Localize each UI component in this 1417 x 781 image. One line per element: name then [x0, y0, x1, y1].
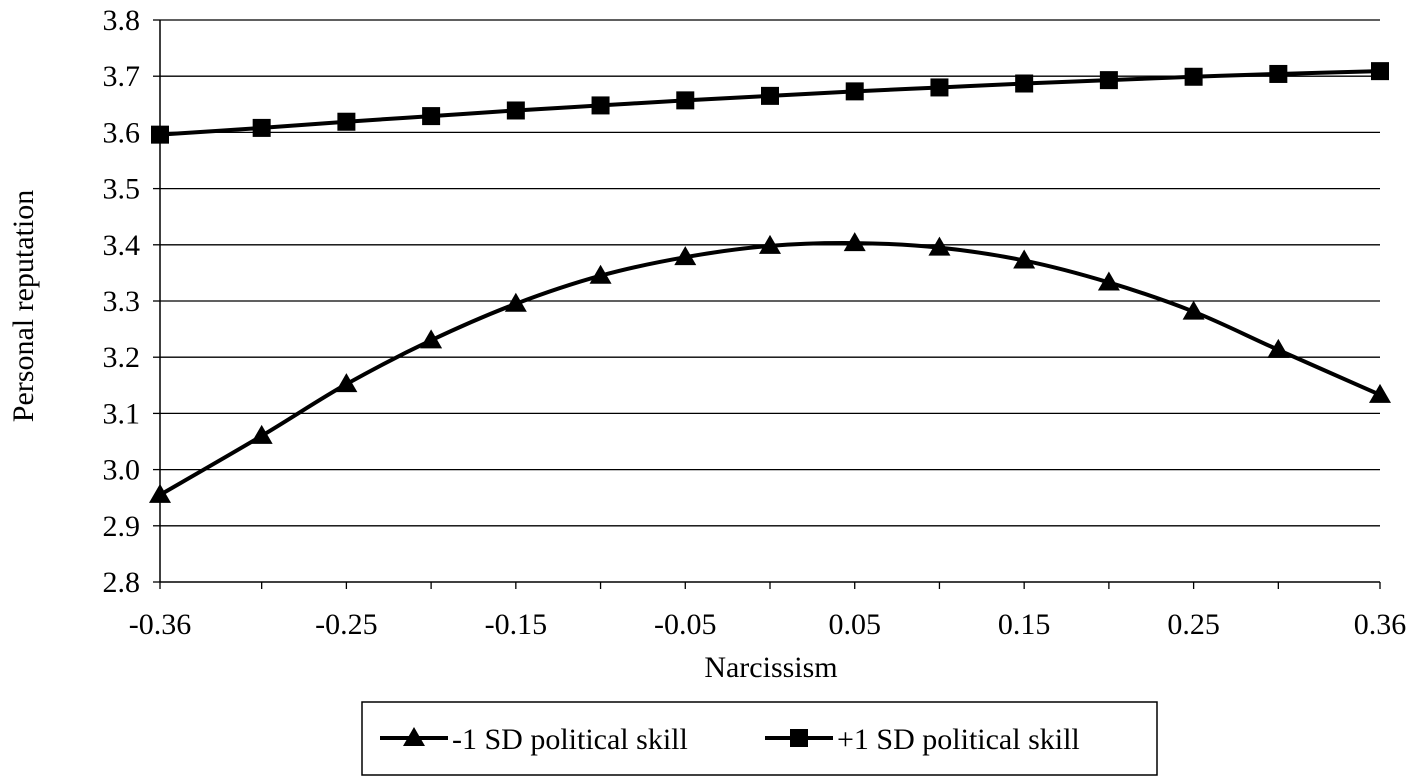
legend-label-lower: -1 SD political skill [452, 723, 688, 756]
triangle-data-point [250, 424, 273, 444]
x-tick-label: 0.15 [998, 608, 1051, 641]
x-tick-label: -0.25 [315, 608, 378, 641]
y-tick-label: 2.9 [103, 510, 141, 543]
triangle-data-point [1013, 249, 1036, 269]
y-tick-labels: 2.8 2.9 3.0 3.1 3.2 3.3 3.4 3.5 3.6 3.7 3.8 [103, 4, 141, 599]
legend-label-upper: +1 SD political skill [837, 723, 1080, 756]
y-tick-label: 2.8 [103, 566, 141, 599]
series-group [149, 62, 1391, 503]
legend-triangle-marker [403, 727, 425, 746]
square-data-point [1269, 64, 1288, 83]
legend: -1 SD political skill +1 SD political sk… [361, 701, 1158, 776]
x-tick-labels: -0.36 -0.25 -0.15 -0.05 0.05 0.15 0.25 0.36 [129, 608, 1407, 641]
square-data-point [1015, 74, 1034, 93]
y-tick-label: 3.6 [103, 116, 141, 149]
square-data-point [591, 96, 610, 115]
series-line-lower [158, 241, 1381, 497]
triangle-data-point [1267, 338, 1290, 358]
square-data-point [337, 112, 356, 131]
square-data-point [252, 118, 271, 137]
square-data-point [845, 82, 864, 101]
x-tick-label: 0.05 [828, 608, 881, 641]
y-tick-label: 3.8 [103, 4, 141, 37]
y-axis-label: Personal reputation [7, 190, 40, 422]
square-data-point [761, 86, 779, 105]
y-tick-label: 3.3 [103, 285, 141, 318]
axes [153, 19, 1381, 589]
triangle-data-point [1182, 300, 1205, 320]
y-tick-label: 3.2 [103, 341, 141, 374]
x-tick-label: -0.05 [654, 608, 717, 641]
x-tick-label: 0.36 [1354, 608, 1407, 641]
y-tick-label: 3.0 [103, 454, 141, 487]
triangle-data-point [589, 264, 612, 284]
y-tick-label: 3.1 [103, 397, 141, 430]
triangle-data-point [420, 329, 443, 349]
triangle-data-point [1369, 383, 1391, 403]
triangle-data-point [928, 236, 951, 256]
y-tick-label: 3.5 [103, 173, 141, 206]
x-tick-label: -0.36 [129, 608, 192, 641]
square-data-point [1184, 67, 1203, 86]
legend-square-marker [790, 729, 808, 747]
triangle-data-point [674, 246, 697, 266]
square-data-point [1099, 71, 1118, 90]
triangle-data-point [335, 373, 358, 393]
x-axis-label: Narcissism [704, 651, 837, 684]
triangle-data-point [1097, 271, 1120, 291]
y-tick-label: 3.7 [103, 60, 141, 93]
triangle-data-point [504, 292, 527, 312]
legend-box [361, 701, 1158, 776]
x-tick-label: 0.25 [1167, 608, 1220, 641]
triangle-data-point [759, 234, 781, 254]
square-data-point [1371, 62, 1389, 81]
triangle-data-point [843, 232, 866, 252]
x-tick-label: -0.15 [485, 608, 548, 641]
square-data-point [676, 91, 695, 110]
triangle-data-point [149, 483, 171, 503]
square-data-point [422, 107, 441, 126]
y-tick-label: 3.4 [103, 229, 141, 262]
square-data-point [151, 125, 169, 144]
square-data-point [506, 101, 525, 120]
square-data-point [930, 78, 949, 97]
